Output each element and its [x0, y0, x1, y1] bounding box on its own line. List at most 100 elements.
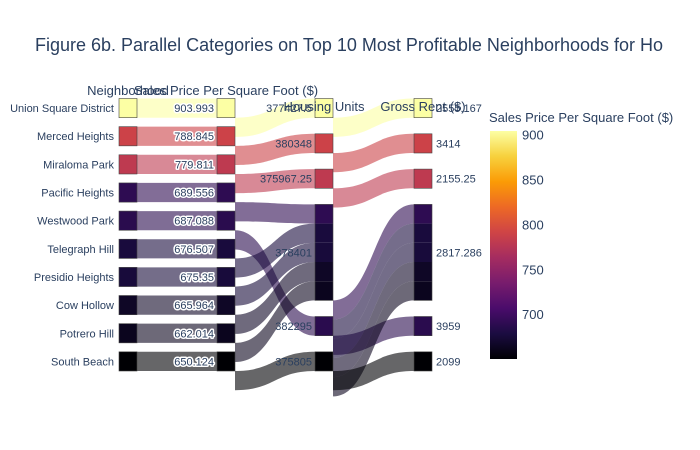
category-label-neighborhood-westwood-park: Westwood Park — [37, 216, 114, 228]
category-bar-sales-price-per-square-foot-788-845[interactable] — [217, 126, 235, 146]
category-bar-sales-price-per-square-foot-665-964[interactable] — [217, 295, 235, 315]
category-label-housing-units-375805: 375805 — [275, 356, 312, 368]
ribbon-telegraph-hill-seg3[interactable] — [333, 223, 414, 339]
category-bar-housing-units-375805[interactable] — [315, 351, 333, 371]
category-bar-outline — [118, 238, 138, 259]
ribbon-westwood-park-seg1[interactable] — [137, 211, 217, 231]
colorbar-tick-750: 750 — [522, 262, 544, 277]
category-bar-sales-price-per-square-foot-779-811[interactable] — [217, 154, 235, 174]
category-bar-housing-units-375967-25[interactable] — [315, 169, 333, 189]
ribbon-pacific-heights-seg1[interactable] — [137, 182, 217, 203]
category-bar-gross-rent-2817-286[interactable] — [414, 223, 432, 243]
category-bar-outline — [216, 267, 236, 287]
colorbar: Sales Price Per Square Foot ($) 700 750 80… — [489, 110, 673, 359]
ribbon-miraloma-park-seg1[interactable] — [137, 154, 217, 174]
category-label-neighborhood-merced-heights: Merced Heights — [37, 131, 115, 143]
ribbon-potrero-hill-seg3[interactable] — [333, 281, 414, 397]
category-bar-sales-price-per-square-foot-650-124[interactable] — [217, 351, 235, 371]
category-bar-sales-price-per-square-foot-675-35[interactable] — [217, 267, 235, 287]
category-bar-neighborhood-westwood-park[interactable] — [119, 211, 137, 231]
ribbon-potrero-hill-seg2[interactable] — [235, 281, 315, 363]
category-label-halo: 779.811 — [175, 159, 214, 171]
category-label-sales-price-per-square-foot-662-014: 662.014 — [174, 328, 214, 340]
category-bar-neighborhood-presidio-heights[interactable] — [119, 267, 137, 287]
ribbon-south-beach-seg3[interactable] — [333, 351, 414, 391]
category-bar-neighborhood-potrero-hill[interactable] — [119, 323, 137, 343]
category-bar-neighborhood-cow-hollow[interactable] — [119, 295, 137, 315]
category-bar-neighborhood-union-square-district[interactable] — [119, 98, 137, 118]
category-bar-gross-rent-2555-167[interactable] — [414, 98, 432, 118]
category-bar-gross-rent-3414[interactable] — [414, 133, 432, 153]
category-bar-outline — [216, 323, 236, 344]
category-bar-housing-units-378401[interactable] — [315, 262, 333, 282]
category-bar-neighborhood-south-beach[interactable] — [119, 351, 137, 371]
colorbar-tick-850: 850 — [522, 172, 544, 187]
ribbon-pacific-heights-seg3[interactable] — [333, 204, 414, 320]
category-bar-outline — [314, 98, 334, 119]
category-label-gross-rent-2817-286: 2817.286 — [436, 247, 482, 259]
ribbon-merced-heights-seg1[interactable] — [137, 126, 217, 146]
category-bar-sales-price-per-square-foot-689-556[interactable] — [217, 182, 235, 203]
category-label-sales-price-per-square-foot-676-507: 676.507 — [174, 244, 214, 256]
ribbon-telegraph-hill-seg2[interactable] — [235, 223, 315, 278]
category-bar-neighborhood-pacific-heights[interactable] — [119, 182, 137, 203]
ribbon-union-square-district-seg1[interactable] — [137, 98, 217, 118]
category-bar-housing-units-378401[interactable] — [315, 281, 333, 301]
ribbon-presidio-heights-seg1[interactable] — [137, 267, 217, 287]
category-label-housing-units-380348: 380348 — [275, 138, 312, 150]
ribbon-cow-hollow-seg3[interactable] — [333, 262, 414, 378]
category-bar-housing-units-378401[interactable] — [315, 223, 333, 243]
category-label-neighborhood-potrero-hill: Potrero Hill — [60, 328, 114, 340]
ribbon-telegraph-hill-seg1[interactable] — [137, 239, 217, 259]
category-label-neighborhood-telegraph-hill: Telegraph Hill — [47, 244, 114, 256]
category-label-gross-rent-2155-25: 2155.25 — [436, 174, 476, 186]
dimension-axes-layer: Union Square District Merced Heights Miral… — [10, 98, 482, 372]
colorbar-gradient — [490, 131, 517, 359]
category-bar-gross-rent-2817-286[interactable] — [414, 242, 432, 262]
category-bar-outline — [118, 351, 138, 372]
category-label-housing-units-382295: 382295 — [275, 321, 312, 333]
ribbon-cow-hollow-seg2[interactable] — [235, 262, 315, 334]
ribbon-merced-heights-seg2[interactable] — [235, 133, 315, 166]
dimension-label-sales-price: Sales Price Per Square Foot ($) — [134, 83, 318, 98]
category-bar-gross-rent-2155-25[interactable] — [414, 169, 432, 189]
category-label-sales-price-per-square-foot-665-964: 665.964 — [174, 300, 214, 312]
category-bar-housing-units-378401[interactable] — [315, 242, 333, 262]
ribbon-union-square-district-seg3[interactable] — [333, 98, 414, 137]
category-bar-housing-units-380348[interactable] — [315, 133, 333, 153]
category-bar-housing-units-377427-5[interactable] — [315, 98, 333, 118]
ribbons-layer — [137, 98, 414, 397]
ribbon-union-square-district-seg2[interactable] — [235, 98, 315, 137]
category-bar-gross-rent-2817-286[interactable] — [414, 262, 432, 282]
category-bar-neighborhood-miraloma-park[interactable] — [119, 154, 137, 174]
ribbon-cow-hollow-seg1[interactable] — [137, 295, 217, 315]
category-bar-neighborhood-telegraph-hill[interactable] — [119, 239, 137, 259]
category-bar-gross-rent-2817-286[interactable] — [414, 204, 432, 224]
category-bar-gross-rent-2817-286[interactable] — [414, 281, 432, 301]
category-bar-outline — [413, 316, 433, 337]
ribbon-presidio-heights-seg2[interactable] — [235, 242, 315, 306]
category-bar-neighborhood-merced-heights[interactable] — [119, 126, 137, 146]
ribbon-south-beach-seg2[interactable] — [235, 351, 315, 391]
category-bar-housing-units-378401[interactable] — [315, 204, 333, 224]
ribbon-potrero-hill-seg1[interactable] — [137, 323, 217, 343]
category-bar-gross-rent-2099[interactable] — [414, 351, 432, 371]
category-bar-sales-price-per-square-foot-903-993[interactable] — [217, 98, 235, 118]
ribbon-pacific-heights-seg2[interactable] — [235, 202, 315, 224]
category-label-neighborhood-south-beach: South Beach — [51, 356, 114, 368]
ribbon-presidio-heights-seg3[interactable] — [333, 242, 414, 358]
category-label-sales-price-per-square-foot-903-993: 903.993 — [174, 103, 214, 115]
category-bar-housing-units-382295[interactable] — [315, 316, 333, 336]
category-bar-sales-price-per-square-foot-662-014[interactable] — [217, 323, 235, 343]
ribbon-miraloma-park-seg2[interactable] — [235, 169, 315, 194]
category-bar-sales-price-per-square-foot-676-507[interactable] — [217, 239, 235, 259]
ribbon-merced-heights-seg3[interactable] — [333, 133, 414, 173]
category-label-halo: 676.507 — [174, 244, 214, 256]
category-label-halo: 687.088 — [174, 216, 214, 228]
ribbon-miraloma-park-seg3[interactable] — [333, 169, 414, 208]
ribbon-south-beach-seg1[interactable] — [137, 351, 217, 371]
category-bar-sales-price-per-square-foot-687-088[interactable] — [217, 211, 235, 231]
category-bar-outline — [413, 351, 433, 372]
category-bar-gross-rent-3959[interactable] — [414, 316, 432, 336]
